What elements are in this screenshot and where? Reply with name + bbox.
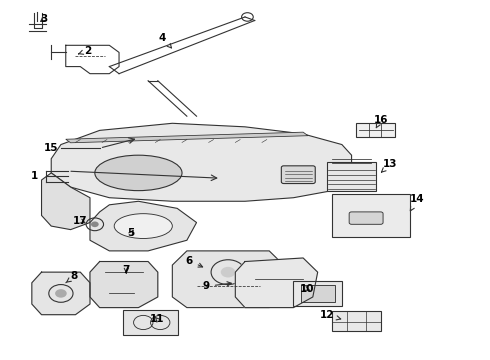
- Circle shape: [221, 267, 235, 278]
- FancyBboxPatch shape: [332, 194, 410, 237]
- Text: 3: 3: [40, 14, 48, 24]
- Text: 5: 5: [127, 228, 135, 238]
- Polygon shape: [235, 258, 318, 307]
- Text: 12: 12: [320, 310, 341, 320]
- PathPatch shape: [90, 201, 196, 251]
- Text: 17: 17: [73, 216, 88, 226]
- FancyBboxPatch shape: [301, 284, 335, 302]
- Polygon shape: [42, 173, 90, 230]
- Circle shape: [55, 289, 67, 298]
- FancyBboxPatch shape: [349, 212, 383, 224]
- Ellipse shape: [114, 214, 172, 238]
- Ellipse shape: [95, 155, 182, 191]
- Text: 7: 7: [122, 265, 130, 275]
- Polygon shape: [32, 272, 90, 315]
- PathPatch shape: [51, 123, 352, 201]
- Text: 11: 11: [149, 314, 164, 324]
- Text: 13: 13: [381, 159, 397, 172]
- Text: 9: 9: [203, 281, 231, 291]
- FancyBboxPatch shape: [281, 166, 315, 184]
- FancyBboxPatch shape: [332, 311, 381, 330]
- Text: 15: 15: [44, 143, 58, 153]
- Text: 2: 2: [78, 46, 91, 56]
- Text: 6: 6: [186, 256, 202, 267]
- Text: 10: 10: [300, 284, 314, 294]
- Circle shape: [91, 221, 98, 227]
- FancyBboxPatch shape: [327, 162, 376, 191]
- FancyBboxPatch shape: [356, 123, 395, 138]
- Text: 14: 14: [410, 194, 424, 211]
- Polygon shape: [90, 261, 158, 307]
- FancyBboxPatch shape: [123, 310, 178, 335]
- FancyBboxPatch shape: [294, 281, 342, 306]
- PathPatch shape: [172, 251, 284, 307]
- Text: 16: 16: [373, 115, 388, 128]
- Polygon shape: [66, 132, 308, 143]
- Text: 4: 4: [159, 33, 171, 48]
- Text: 8: 8: [66, 271, 78, 283]
- Text: 1: 1: [31, 171, 38, 181]
